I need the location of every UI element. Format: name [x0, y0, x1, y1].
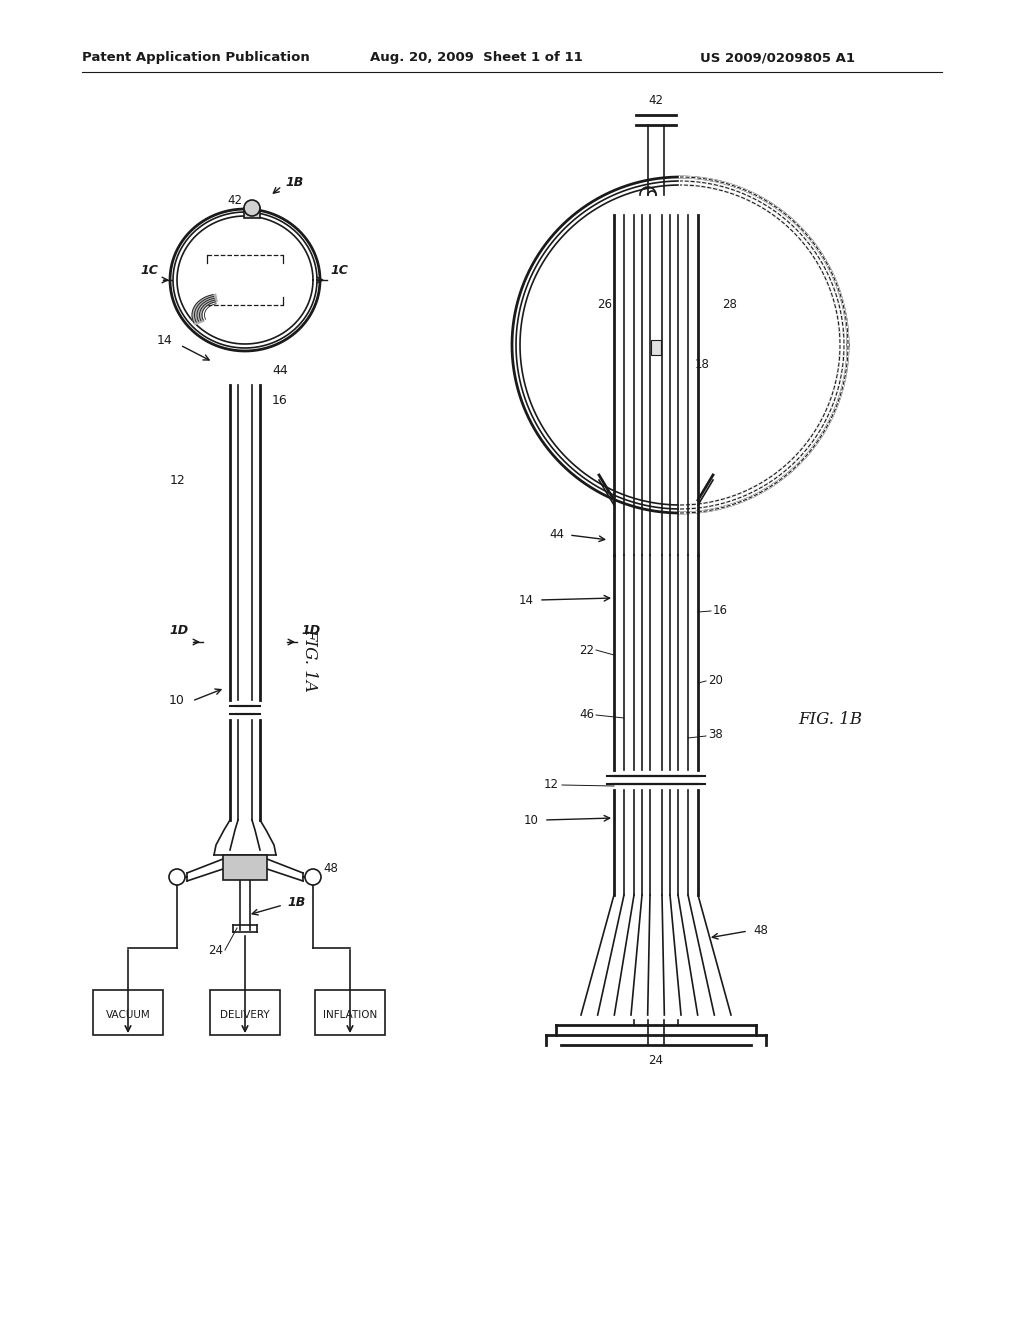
Text: 44: 44 [272, 363, 288, 376]
Text: 10: 10 [169, 693, 185, 706]
Circle shape [305, 869, 321, 884]
Text: Aug. 20, 2009  Sheet 1 of 11: Aug. 20, 2009 Sheet 1 of 11 [370, 51, 583, 65]
Text: 14: 14 [519, 594, 534, 606]
Text: 10: 10 [524, 813, 539, 826]
Text: 16: 16 [272, 393, 288, 407]
Text: 1C: 1C [140, 264, 158, 276]
Text: 24: 24 [648, 1053, 664, 1067]
Bar [93, 990, 163, 1035]
Text: 18: 18 [695, 359, 710, 371]
Text: 1D: 1D [170, 624, 189, 638]
Bar [223, 855, 267, 880]
Text: US 2009/0209805 A1: US 2009/0209805 A1 [700, 51, 855, 65]
Text: 42: 42 [227, 194, 242, 206]
Text: 1B: 1B [287, 895, 305, 908]
Bar [315, 990, 385, 1035]
Bar [651, 341, 662, 355]
Text: 12: 12 [544, 779, 559, 792]
Text: 24: 24 [208, 944, 223, 957]
Text: Patent Application Publication: Patent Application Publication [82, 51, 309, 65]
Text: 48: 48 [753, 924, 768, 936]
Text: 14: 14 [157, 334, 172, 346]
Text: 46: 46 [579, 709, 594, 722]
Text: 48: 48 [323, 862, 338, 874]
Text: 1C: 1C [330, 264, 348, 276]
Text: VACUUM: VACUUM [105, 1010, 151, 1020]
Text: 20: 20 [708, 673, 723, 686]
Text: 26: 26 [597, 298, 612, 312]
Text: 1B: 1B [285, 177, 303, 190]
Text: 16: 16 [713, 603, 728, 616]
Text: 42: 42 [648, 94, 664, 107]
Polygon shape [193, 294, 217, 325]
Text: 12: 12 [169, 474, 185, 487]
Circle shape [244, 201, 260, 216]
Text: 22: 22 [579, 644, 594, 656]
Text: FIG. 1B: FIG. 1B [798, 711, 862, 729]
Bar [210, 990, 280, 1035]
Text: INFLATION: INFLATION [323, 1010, 377, 1020]
Text: 1D: 1D [301, 624, 321, 638]
Text: 38: 38 [708, 729, 723, 742]
Text: DELIVERY: DELIVERY [220, 1010, 269, 1020]
Circle shape [169, 869, 185, 884]
Bar [244, 209, 260, 218]
Text: 28: 28 [723, 298, 737, 312]
Text: 44: 44 [549, 528, 564, 541]
Text: FIG. 1A: FIG. 1A [301, 628, 318, 692]
